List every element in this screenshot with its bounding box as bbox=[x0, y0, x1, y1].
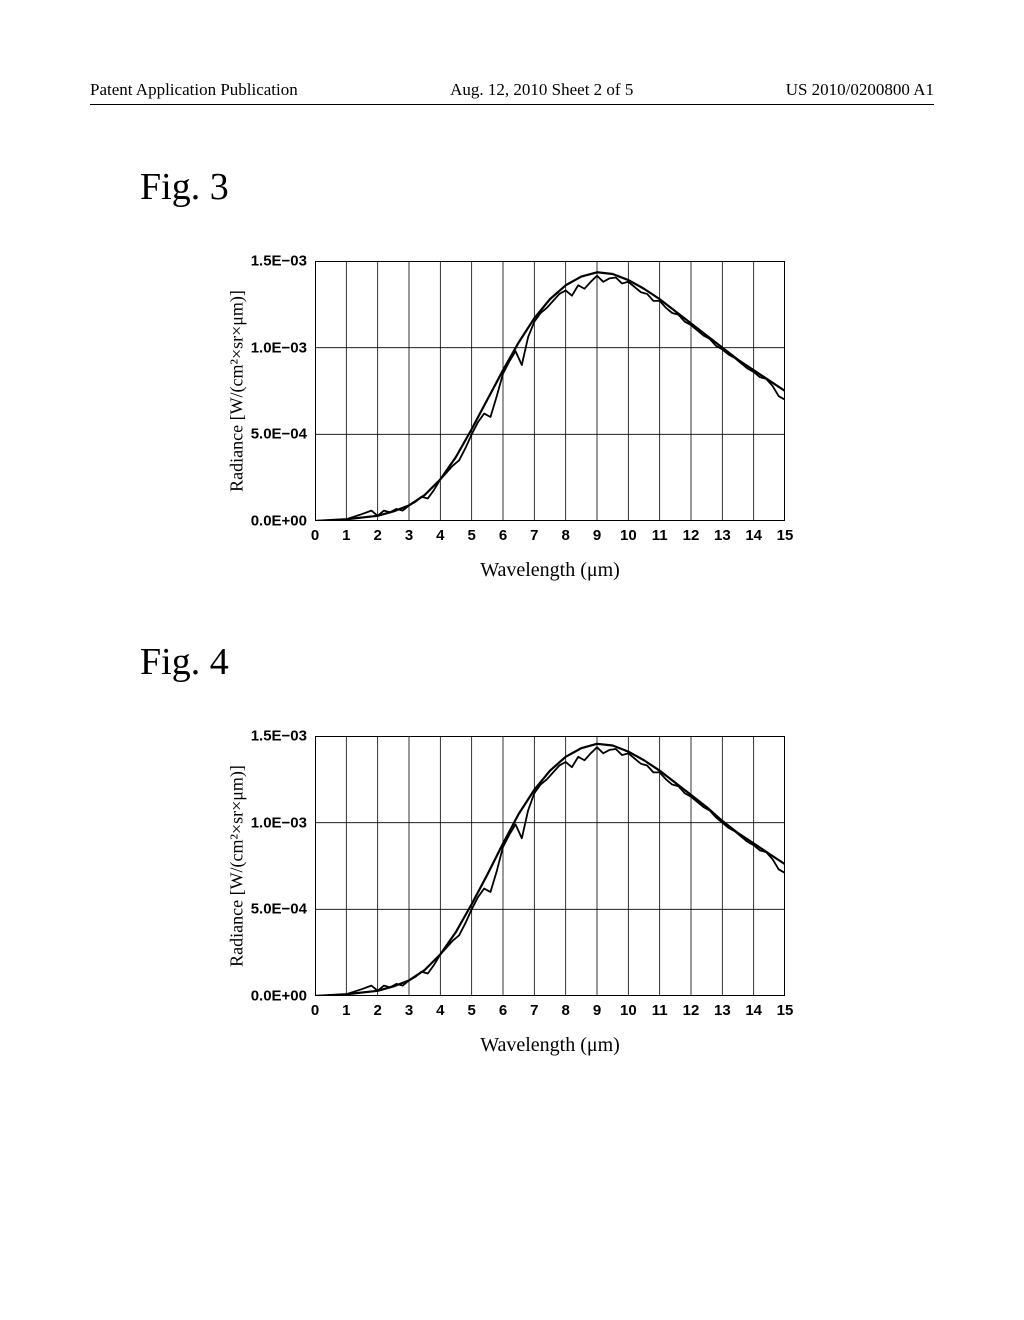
figure-block: Fig. 3 0.0E+005.0E−041.0E−031.5E−03012345… bbox=[140, 165, 785, 521]
x-axis-label: Wavelength (μm) bbox=[480, 1034, 620, 1057]
x-tick-label: 5 bbox=[467, 1002, 475, 1019]
y-tick-label: 0.0E+00 bbox=[251, 513, 307, 530]
header-center: Aug. 12, 2010 Sheet 2 of 5 bbox=[450, 80, 633, 100]
x-tick-label: 6 bbox=[499, 527, 507, 544]
header-left: Patent Application Publication bbox=[90, 80, 298, 100]
chart-plot-area: 0.0E+005.0E−041.0E−031.5E−03012345678910… bbox=[315, 261, 785, 521]
figure-label: Fig. 4 bbox=[140, 640, 785, 684]
x-tick-label: 10 bbox=[620, 1002, 637, 1019]
x-tick-label: 7 bbox=[530, 1002, 538, 1019]
y-tick-label: 5.0E−04 bbox=[251, 426, 307, 443]
y-tick-label: 1.5E−03 bbox=[251, 253, 307, 270]
x-tick-label: 3 bbox=[405, 1002, 413, 1019]
x-tick-label: 12 bbox=[683, 1002, 700, 1019]
figure-block: Fig. 4 0.0E+005.0E−041.0E−031.5E−03012345… bbox=[140, 640, 785, 996]
x-tick-label: 9 bbox=[593, 1002, 601, 1019]
x-tick-label: 8 bbox=[561, 1002, 569, 1019]
y-axis-label: Radiance [W/(cm²×sr×μm)] bbox=[227, 765, 248, 967]
x-tick-label: 8 bbox=[561, 527, 569, 544]
figure-label: Fig. 3 bbox=[140, 165, 785, 209]
x-axis-label: Wavelength (μm) bbox=[480, 559, 620, 582]
x-tick-label: 9 bbox=[593, 527, 601, 544]
y-tick-label: 1.0E−03 bbox=[251, 814, 307, 831]
x-tick-label: 2 bbox=[373, 1002, 381, 1019]
x-tick-label: 0 bbox=[311, 527, 319, 544]
x-tick-label: 11 bbox=[652, 527, 668, 544]
chart-plot-area: 0.0E+005.0E−041.0E−031.5E−03012345678910… bbox=[315, 736, 785, 996]
x-tick-label: 10 bbox=[620, 527, 637, 544]
x-tick-label: 13 bbox=[714, 527, 731, 544]
y-tick-label: 0.0E+00 bbox=[251, 988, 307, 1005]
x-tick-label: 1 bbox=[342, 527, 350, 544]
header-right: US 2010/0200800 A1 bbox=[786, 80, 934, 100]
y-tick-label: 5.0E−04 bbox=[251, 901, 307, 918]
x-tick-label: 5 bbox=[467, 527, 475, 544]
x-tick-label: 15 bbox=[777, 1002, 794, 1019]
x-tick-label: 6 bbox=[499, 1002, 507, 1019]
x-tick-label: 13 bbox=[714, 1002, 731, 1019]
header-rule bbox=[90, 104, 934, 105]
y-tick-label: 1.0E−03 bbox=[251, 339, 307, 356]
chart-svg bbox=[315, 261, 785, 521]
page-header: Patent Application Publication Aug. 12, … bbox=[90, 80, 934, 100]
x-tick-label: 1 bbox=[342, 1002, 350, 1019]
x-tick-label: 4 bbox=[436, 1002, 444, 1019]
x-tick-label: 2 bbox=[373, 527, 381, 544]
chart-svg bbox=[315, 736, 785, 996]
x-tick-label: 3 bbox=[405, 527, 413, 544]
x-tick-label: 11 bbox=[652, 1002, 668, 1019]
y-tick-label: 1.5E−03 bbox=[251, 728, 307, 745]
x-tick-label: 4 bbox=[436, 527, 444, 544]
y-axis-label: Radiance [W/(cm²×sr×μm)] bbox=[227, 290, 248, 492]
x-tick-label: 14 bbox=[745, 1002, 762, 1019]
x-tick-label: 15 bbox=[777, 527, 794, 544]
x-tick-label: 0 bbox=[311, 1002, 319, 1019]
x-tick-label: 12 bbox=[683, 527, 700, 544]
x-tick-label: 14 bbox=[745, 527, 762, 544]
x-tick-label: 7 bbox=[530, 527, 538, 544]
